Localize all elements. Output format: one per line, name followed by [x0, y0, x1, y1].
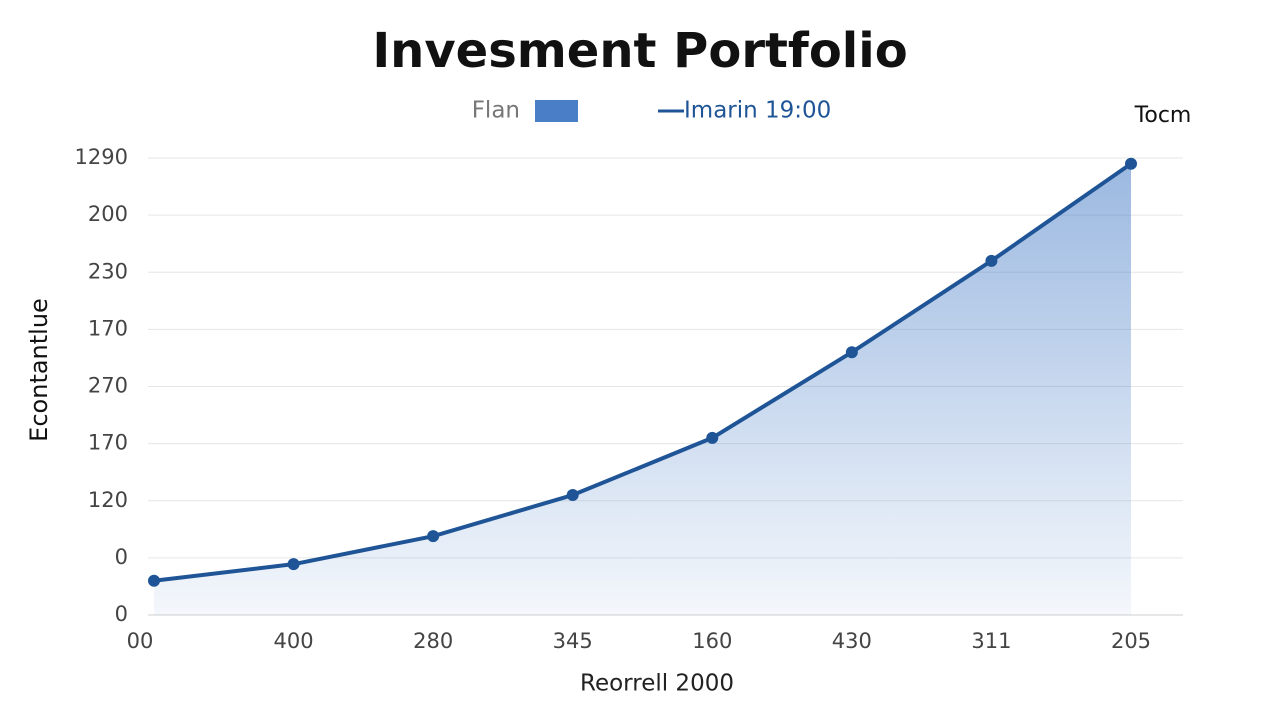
- area: [154, 163, 1131, 615]
- point: [985, 254, 998, 267]
- x-axis-label: Reorrell 2000: [580, 671, 734, 697]
- y-tick-label: 0: [115, 602, 128, 626]
- x-tick-label: 311: [971, 629, 1011, 653]
- y-tick-label: 270: [88, 374, 128, 398]
- annotation: Tocm: [1134, 103, 1192, 128]
- y-tick-label: 200: [88, 202, 128, 226]
- x-tick-label: 430: [832, 629, 872, 653]
- y-tick-label: 230: [88, 259, 128, 283]
- legend-label: Flan: [472, 98, 520, 124]
- point: [845, 346, 858, 359]
- point: [148, 574, 160, 587]
- legend-label: Imarin 19:00: [684, 98, 831, 124]
- x-tick-label: 345: [553, 629, 593, 653]
- y-tick-label: 120: [88, 488, 128, 512]
- x-tick-label: 160: [692, 629, 732, 653]
- y-tick-label: 170: [88, 316, 128, 340]
- point: [427, 530, 440, 543]
- line: [153, 162, 1133, 583]
- y-tick-label: 170: [88, 431, 128, 455]
- point: [287, 558, 300, 571]
- point: [566, 489, 579, 502]
- legend-swatch: [535, 100, 578, 122]
- point: [1125, 157, 1137, 170]
- y-axis-label: Econtantlue: [25, 298, 53, 442]
- y-tick-label: 1290: [75, 145, 128, 169]
- x-tick-label: 400: [274, 629, 314, 653]
- x-tick-label: 205: [1111, 629, 1151, 653]
- x-tick-label: 00: [127, 629, 154, 653]
- y-tick-label: 0: [115, 545, 128, 569]
- chart-title: Invesment Portfolio: [372, 23, 907, 79]
- point: [706, 431, 719, 444]
- x-tick-label: 280: [413, 629, 453, 653]
